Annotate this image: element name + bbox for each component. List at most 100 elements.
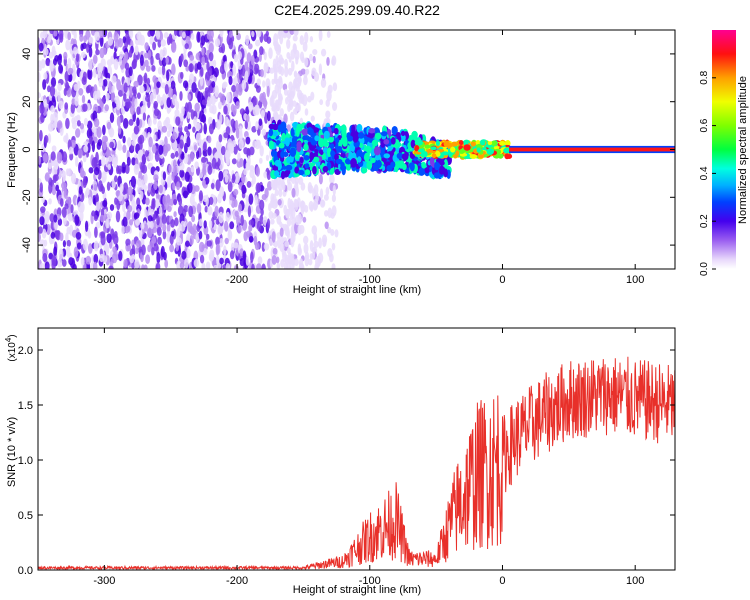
spectrum-point (277, 175, 281, 186)
spectrum-point (244, 61, 249, 71)
spectrum-point (274, 159, 282, 167)
spectrum-point (92, 54, 98, 64)
spectrum-point (178, 196, 183, 207)
spectrum-point (303, 235, 309, 245)
spectrum-point (51, 184, 57, 196)
spectrum-point (184, 126, 189, 133)
spectrum-point (68, 146, 74, 155)
spectrum-point (105, 244, 110, 256)
spectrum-point (204, 87, 210, 94)
spectrogram-xtick-label: -300 (93, 274, 115, 286)
spectrum-point (410, 139, 416, 149)
spectrum-point (486, 148, 494, 155)
spectrum-point (155, 53, 161, 60)
spectrum-point (46, 85, 51, 93)
spectrum-point (122, 36, 126, 44)
spectrum-point (269, 67, 275, 74)
spectrum-point (149, 220, 154, 230)
spectrum-point (239, 257, 245, 267)
spectrum-point (50, 231, 56, 239)
spectrum-point (487, 141, 493, 145)
spectrum-point (361, 167, 368, 174)
spectrum-point (320, 48, 327, 57)
spectrum-point (431, 153, 437, 159)
colorbar-gradient (712, 30, 736, 269)
spectrum-point (71, 172, 77, 185)
spectrum-point (327, 136, 334, 143)
spectrum-point (187, 93, 192, 101)
spectrum-point (276, 262, 281, 269)
spectrum-point (191, 81, 197, 94)
spectrum-point (96, 141, 101, 150)
spectrum-point (138, 134, 145, 144)
spectrum-point (122, 117, 129, 129)
spectrum-point (313, 72, 320, 82)
spectrum-point (284, 137, 290, 145)
spectrum-point (75, 156, 79, 168)
spectrum-point (241, 79, 247, 91)
spectrum-point (152, 213, 157, 221)
spectrum-point (280, 66, 285, 76)
spectrogram-ytick-label: 40 (21, 48, 33, 60)
spectrogram-ytick-label: 20 (21, 96, 33, 108)
spectrum-point (136, 197, 141, 207)
spectrum-point (165, 116, 171, 126)
colorbar: 0.0 0.2 0.4 0.6 0.8 Normalized spectral ampl… (699, 30, 749, 276)
spectrum-point (88, 136, 93, 145)
spectrum-point (159, 206, 163, 217)
colorbar-tick-label: 0.8 (699, 70, 710, 84)
spectrum-point (335, 158, 343, 165)
spectrum-point (243, 147, 249, 155)
spectrum-point (227, 229, 233, 241)
spectrum-point (166, 97, 172, 108)
spectrum-point (200, 35, 206, 46)
spectrum-point (251, 95, 257, 108)
spectrum-point (195, 122, 201, 131)
spectrum-point (122, 216, 128, 229)
spectrum-point (147, 50, 152, 61)
spectrum-point (167, 174, 173, 183)
spectrum-point (179, 169, 185, 178)
spectrum-point (208, 123, 214, 135)
spectrum-point (102, 255, 108, 263)
spectrum-point (286, 124, 291, 132)
spectrum-point (53, 214, 58, 223)
spectrum-point (117, 140, 122, 150)
spectrum-point (64, 102, 69, 110)
spectrum-point (172, 182, 176, 191)
spectrum-point (201, 262, 206, 269)
spectrum-point (143, 223, 149, 232)
spectrum-point (179, 262, 185, 269)
spectrum-point (245, 194, 250, 202)
spectrum-point (304, 163, 310, 169)
spectrum-point (244, 34, 250, 46)
spectrum-point (237, 152, 241, 162)
spectrum-point (254, 104, 260, 116)
spectrum-point (42, 152, 49, 163)
spectrum-point (228, 75, 233, 86)
spectrum-point (186, 233, 191, 241)
spectrum-point (123, 258, 128, 268)
spectrum-point (87, 68, 93, 81)
spectrum-point (143, 72, 148, 84)
spectrum-point (286, 156, 292, 164)
spectrum-point (204, 205, 208, 213)
spectrum-point (103, 78, 108, 87)
spectrum-point (56, 151, 63, 164)
spectrum-point (144, 150, 149, 157)
spectrum-point (275, 256, 280, 264)
spectrum-point (150, 187, 156, 197)
spectrum-point (309, 240, 314, 252)
spectrum-point (276, 232, 281, 240)
spectrum-point (233, 188, 239, 196)
spectrum-point (113, 175, 118, 183)
spectrum-point (239, 108, 245, 115)
spectrum-point (304, 68, 310, 75)
spectrum-point (223, 105, 228, 115)
spectrum-point (241, 184, 247, 194)
spectrum-point (312, 55, 316, 64)
spectrum-point (162, 46, 167, 57)
spectrum-point (171, 230, 175, 237)
spectrum-point (279, 57, 285, 65)
spectrum-point (455, 150, 460, 157)
